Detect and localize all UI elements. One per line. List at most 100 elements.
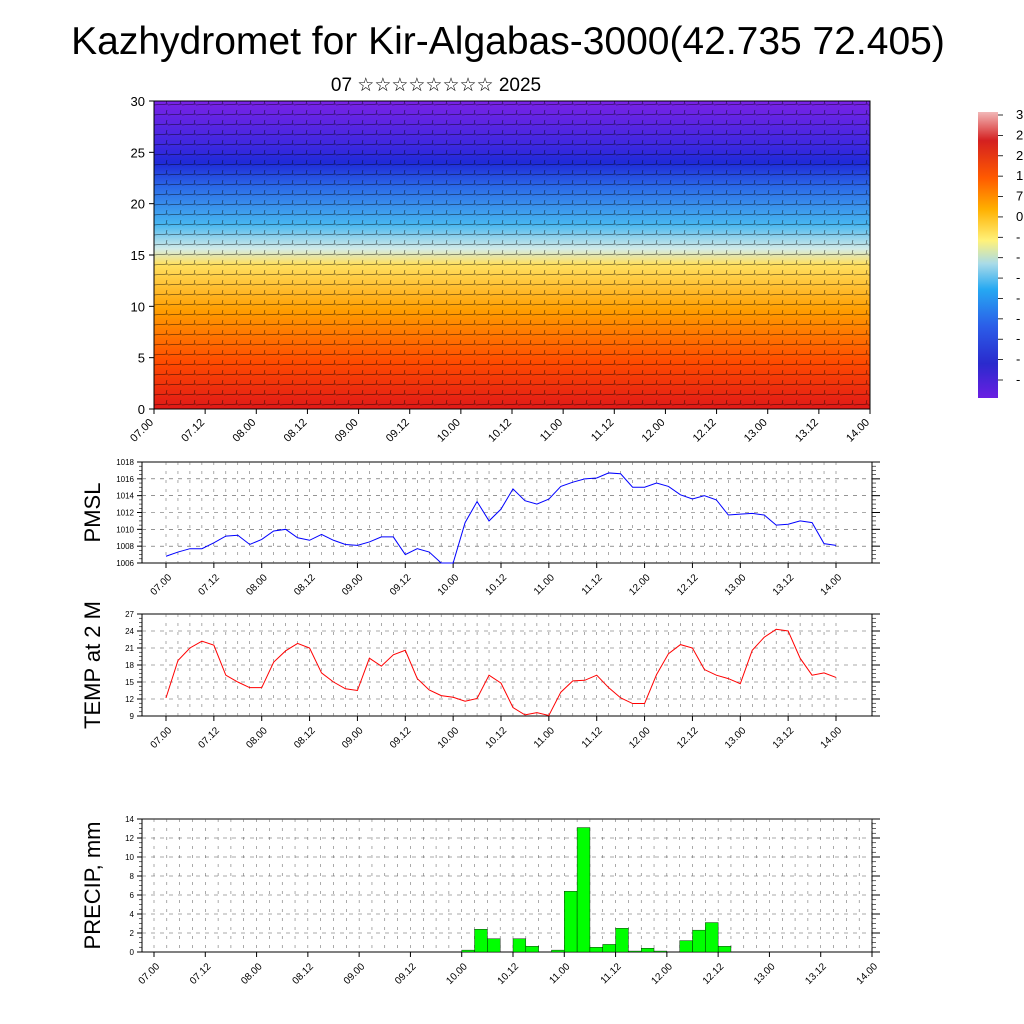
x-tick-label: 13.12 [803,961,829,987]
y-axis-label: TEMP at 2 M [80,601,105,729]
x-tick-label: 08.00 [230,417,258,445]
precip-bar [705,922,719,953]
x-tick-label: 07.12 [188,961,214,987]
colorbar-label: 0 [1016,209,1023,224]
x-tick-label: 11.12 [589,417,616,444]
x-tick-label: 08.00 [244,572,270,598]
precip-bar [551,949,565,953]
x-tick-label: 13.12 [793,417,821,445]
y-tick-label: 20 [131,197,145,212]
y-tick-label: 14 [125,815,134,824]
precip-bar [653,950,668,953]
x-tick-label: 10.00 [436,725,462,751]
colorbar-label: 2 [1016,127,1023,142]
temp-panel: 9 12 15 18 21 24 27 07.00 07.12 08.00 08.12 09.00 09… [80,601,880,751]
x-tick-label: 09.12 [393,961,419,987]
figure-subtitle: 07 ☆☆☆☆☆☆☆☆ 2025 [331,75,541,96]
x-tick-label: 08.00 [239,961,265,987]
colorbar-label: 3 [1016,107,1023,122]
colorbar-label: - [1016,250,1020,265]
x-tick-label: 11.00 [547,961,572,986]
x-tick-label: 10.00 [435,417,463,445]
y-tick-label: 15 [131,248,145,263]
colorbar-label: - [1016,311,1020,326]
x-tick-label: 12.12 [701,961,727,987]
y-tick-label: 8 [130,872,135,881]
x-tick-label: 13.12 [771,725,797,751]
x-tick-label: 11.00 [532,725,557,750]
x-tick-label: 12.12 [675,572,701,598]
colorbar-label: 7 [1016,189,1023,204]
y-tick-label: 1006 [116,559,134,568]
x-tick-label: 10.00 [444,961,470,987]
y-tick-label: 27 [125,610,134,619]
colorbar-label: - [1016,270,1020,285]
x-tick-label: 11.12 [580,572,605,597]
y-tick-label: 1012 [116,509,134,518]
precip-panel: 0 2 4 6 8 10 12 14 07.00 07.12 08.00 08.12 09.00 09.1… [80,815,880,987]
precip-bar [474,929,488,953]
precip-bar [717,946,732,953]
y-tick-label: 1008 [116,542,134,551]
x-tick-label: 11.00 [532,572,557,597]
x-tick-label: 08.12 [292,572,318,598]
x-tick-label: 08.00 [244,725,270,751]
x-tick-label: 09.12 [388,572,414,598]
y-tick-label: 1010 [116,525,134,534]
x-tick-label: 12.12 [691,417,719,445]
y-tick-label: 0 [130,948,135,957]
pmsl-panel: 1006 1008 1010 1012 1014 1016 1018 07.00 07.12 08… [80,458,880,598]
y-tick-label: 1014 [116,492,134,501]
figure-title: Kazhydromet for Kir-Algabas-3000(42.735 … [71,20,945,63]
y-tick-label: 4 [130,910,135,919]
y-tick-label: 10 [131,299,145,314]
x-tick-label: 13.00 [723,572,749,598]
x-tick-label: 10.00 [436,572,462,598]
x-tick-label: 09.12 [384,417,412,445]
x-tick-label: 07.12 [179,417,207,445]
colorbar-scale [978,112,998,398]
colorbar-labels: 3 2 2 1 7 0 - - - - - - - - [998,107,1023,387]
x-tick-label: 11.12 [580,725,605,750]
y-tick-label: 21 [125,644,134,653]
precip-bar [576,827,591,953]
precip-bar [512,938,527,953]
x-tick-label: 11.12 [599,961,624,986]
colorbar: 3 2 2 1 7 0 - - - - - - - - [978,107,1023,398]
x-tick-label: 07.12 [197,725,223,751]
y-tick-label: 10 [125,853,134,862]
y-tick-label: 9 [130,712,135,721]
precip-bar [602,944,616,953]
x-tick-label: 13.00 [742,417,770,445]
precip-bar [461,949,475,953]
plot-frame [141,818,873,953]
x-tick-label: 10.12 [486,417,514,445]
x-tick-label: 14.00 [844,417,872,445]
colorbar-label: - [1016,229,1020,244]
precip-bar [564,891,578,953]
x-tick-label: 07.00 [149,572,175,598]
plot-frame [141,461,873,564]
x-tick-label: 08.12 [291,961,317,987]
x-tick-label: 07.12 [197,572,223,598]
y-tick-label: 12 [125,695,134,704]
x-tick-label: 08.12 [292,725,318,751]
y-tick-label: 0 [138,402,145,417]
precip-bar [615,928,629,953]
y-axis-label: PMSL [80,483,105,543]
x-tick-label: 14.00 [819,725,845,751]
temp-2m-series-line [165,628,837,717]
precip-bar [692,929,706,953]
y-tick-label: 15 [125,678,134,687]
y-tick-label: 1018 [116,458,134,467]
colorbar-label: - [1016,352,1020,367]
x-tick-label: 08.12 [282,417,310,445]
x-tick-label: 12.00 [627,725,653,751]
colorbar-label: - [1016,331,1020,346]
cross-section-y-axis: 0 5 10 15 20 25 30 [131,94,154,417]
y-tick-label: 5 [138,351,145,366]
x-tick-label: 10.12 [484,725,510,751]
x-tick-label: 14.00 [819,572,845,598]
precip-bar [525,946,539,953]
cross-section-x-axis: 07.00 07.12 08.00 08.12 09.00 09.12 10.00 10.12… [128,409,872,445]
